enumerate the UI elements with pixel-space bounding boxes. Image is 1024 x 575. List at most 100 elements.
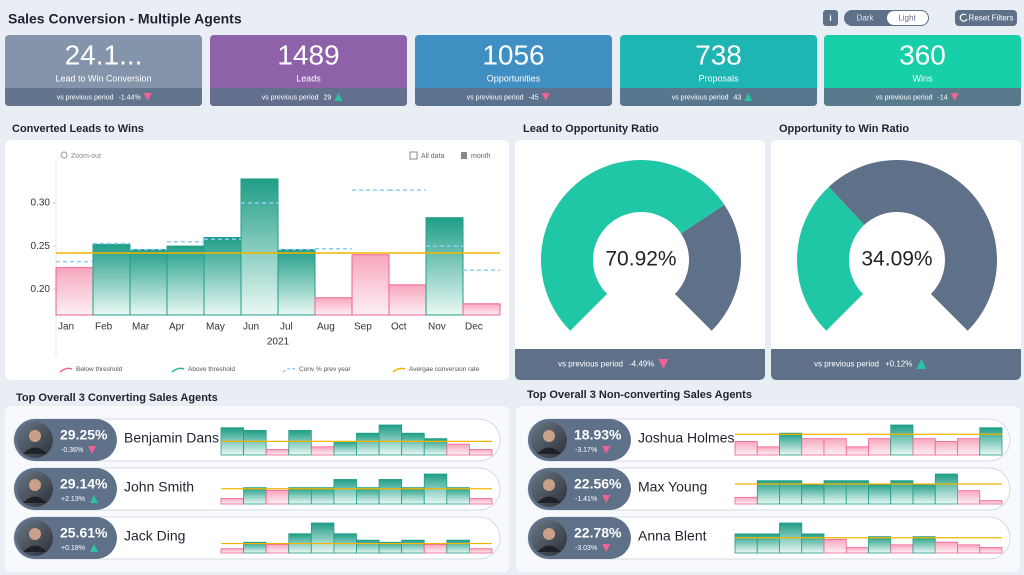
reset-icon: [959, 13, 968, 22]
x-tick-label: Jan: [58, 322, 74, 333]
spark-bar: [979, 500, 1003, 505]
spark-bar: [868, 483, 892, 505]
kpi-compare: vs previous period: [672, 94, 729, 101]
spark-bar: [801, 483, 825, 505]
trend-arrow: [89, 495, 98, 503]
kpi-footer: [824, 88, 1021, 106]
legend-label: Conv % prev year: [299, 366, 351, 373]
avatar-head: [29, 528, 41, 540]
spark-bar: [734, 440, 758, 456]
x-tick-label: Oct: [391, 322, 407, 333]
avatar-body: [537, 447, 561, 454]
kpi-footer: [210, 88, 407, 106]
kpi-compare: vs previous period: [876, 94, 933, 101]
info-button[interactable]: [823, 10, 838, 26]
kpi-footer: [5, 88, 202, 106]
spark-bar: [890, 544, 914, 554]
spark-bar: [310, 487, 335, 505]
spark-bar: [265, 489, 290, 505]
agent-rate: 22.56%: [574, 476, 622, 492]
agent-name: Benjamin Dans: [124, 430, 219, 446]
kpi-compare: vs previous period: [262, 94, 319, 101]
calendar-icon: [409, 151, 418, 160]
gauge-compare: vs previous period: [814, 360, 879, 369]
kpi-value: 1489: [277, 39, 339, 70]
info-button-label: i: [829, 13, 832, 23]
bar: [92, 243, 131, 316]
spark-bar: [243, 430, 267, 456]
kpi-label: Leads: [296, 73, 321, 83]
gauge-track: [674, 204, 741, 331]
agent-name: Jack Ding: [124, 528, 185, 544]
avatar-body: [23, 545, 47, 552]
kpi-label: Lead to Win Conversion: [55, 73, 151, 83]
legend-swatch: [59, 367, 73, 373]
legend-swatch: [392, 367, 406, 373]
toolbar-period[interactable]: month: [471, 153, 491, 160]
spark-bar: [756, 446, 780, 456]
section-title: Converted Leads to Wins: [12, 123, 144, 135]
gauge-track: [828, 159, 998, 331]
spark-bar: [979, 427, 1003, 456]
agent-rate: 29.25%: [60, 427, 108, 443]
spark-bar: [288, 487, 312, 505]
trend-arrow: [658, 359, 669, 369]
toolbar-range[interactable]: All data: [421, 153, 444, 160]
page-title: Sales Conversion - Multiple Agents: [8, 11, 242, 27]
bar: [351, 254, 390, 316]
avatar-body: [23, 496, 47, 503]
spark-bar: [868, 438, 892, 456]
spark-bar: [265, 449, 290, 456]
spark-bar: [446, 487, 470, 505]
gauge-value: [541, 160, 725, 331]
spark-bar: [446, 443, 470, 456]
x-tick-label: Dec: [465, 322, 483, 333]
trend-arrow: [602, 446, 611, 454]
trend-arrow: [744, 93, 753, 101]
section-title: Top Overall 3 Converting Sales Agents: [16, 392, 218, 404]
spark-bar: [734, 496, 758, 505]
gauge-value: [797, 186, 865, 331]
spark-bar: [469, 449, 493, 456]
trend-arrow: [143, 93, 152, 101]
kpi-compare: vs previous period: [467, 94, 524, 101]
gauge-label: 34.09%: [861, 248, 932, 271]
x-axis-label: 2021: [267, 337, 290, 348]
gauge-footer: [771, 349, 1021, 380]
trend-arrow: [602, 544, 611, 552]
trend-arrow: [950, 93, 959, 101]
bar: [314, 297, 353, 316]
x-tick-label: Aug: [317, 322, 335, 333]
bar: [277, 249, 316, 316]
reset-button[interactable]: [955, 10, 1017, 26]
spark-bar: [934, 473, 958, 505]
section-title: Opportunity to Win Ratio: [779, 123, 909, 135]
kpi-value: 24.1...: [65, 39, 143, 70]
spark-bar: [310, 446, 335, 456]
y-tick-label: 0.20: [31, 284, 51, 295]
toolbar-zoom[interactable]: Zoom-out: [71, 153, 101, 160]
trend-arrow: [602, 495, 611, 503]
spark-bar: [934, 541, 958, 554]
legend-swatch: [282, 367, 296, 373]
spark-bar: [356, 539, 380, 554]
trend-arrow: [88, 446, 97, 454]
gauge-footer: [515, 349, 765, 380]
kpi-delta: 43: [734, 94, 742, 101]
y-tick-label: 0.25: [31, 241, 51, 252]
kpi-delta: -14: [938, 94, 948, 101]
spark-bar: [934, 440, 958, 456]
x-tick-label: Mar: [132, 322, 150, 333]
theme-option[interactable]: Light: [898, 14, 916, 23]
trend-arrow: [334, 93, 343, 101]
x-tick-label: Nov: [428, 322, 446, 333]
spark-bar: [220, 548, 244, 554]
spark-bar: [310, 522, 335, 554]
kpi-footer: [415, 88, 612, 106]
agent-name: Joshua Holmes: [638, 430, 735, 446]
theme-option[interactable]: Dark: [857, 14, 875, 23]
spark-bar: [243, 487, 267, 505]
gauge-delta: -4.49%: [629, 360, 654, 369]
spark-bar: [845, 547, 869, 554]
